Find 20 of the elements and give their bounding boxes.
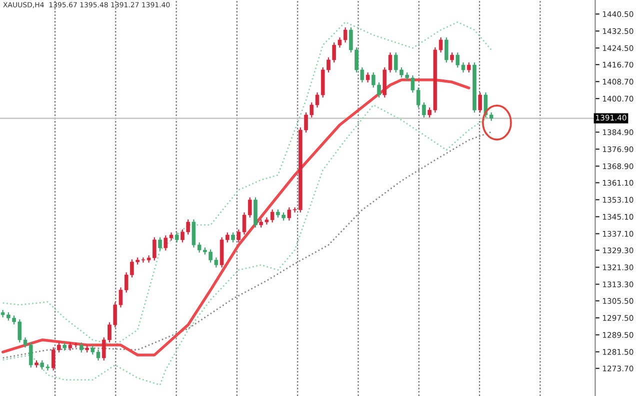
candlestick [366,72,370,83]
candlestick [74,342,78,348]
candlestick [231,232,235,243]
candlestick [287,206,292,222]
candlestick [96,348,100,362]
candlestick [343,26,348,44]
line-series [2,21,492,346]
candlestick [466,62,471,73]
candlestick [444,36,448,64]
candlestick [80,342,84,354]
candlestick [90,344,95,356]
line-series [1,78,470,356]
candlestick [174,232,179,243]
candlestick [270,208,274,223]
candlestick [164,234,168,252]
candlestick [438,36,443,54]
candlestick [192,218,196,248]
candlestick [158,236,162,252]
candlestick [478,92,482,114]
candlestick [450,52,454,64]
